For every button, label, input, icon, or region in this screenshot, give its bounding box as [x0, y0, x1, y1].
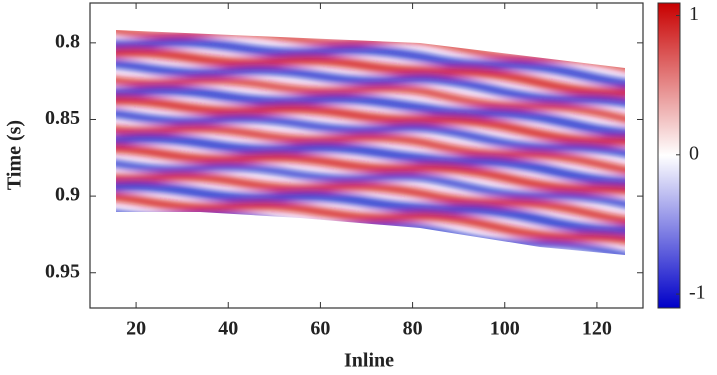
x-tick-label: 60: [310, 318, 330, 340]
y-tick-label: 0.9: [55, 184, 80, 206]
colorbar: 1 0 -1: [657, 2, 706, 309]
x-tick-label: 120: [582, 318, 612, 340]
x-tick-label: 40: [218, 318, 238, 340]
y-tick-label: 0.85: [45, 107, 80, 129]
x-tick-label: 80: [403, 318, 423, 340]
x-tick-label: 20: [126, 318, 146, 340]
colorbar-tick-label: 1: [689, 3, 699, 25]
y-tick-label: 0.95: [45, 260, 80, 282]
y-axis-label: Time (s): [4, 120, 26, 190]
colorbar-scale: [657, 2, 681, 309]
x-axis-label: Inline: [344, 350, 394, 372]
x-tick-label: 100: [490, 318, 520, 340]
colorbar-tick-label: -1: [689, 282, 706, 304]
y-tick-label: 0.8: [55, 30, 80, 52]
colorbar-tick-label: 0: [689, 142, 699, 164]
